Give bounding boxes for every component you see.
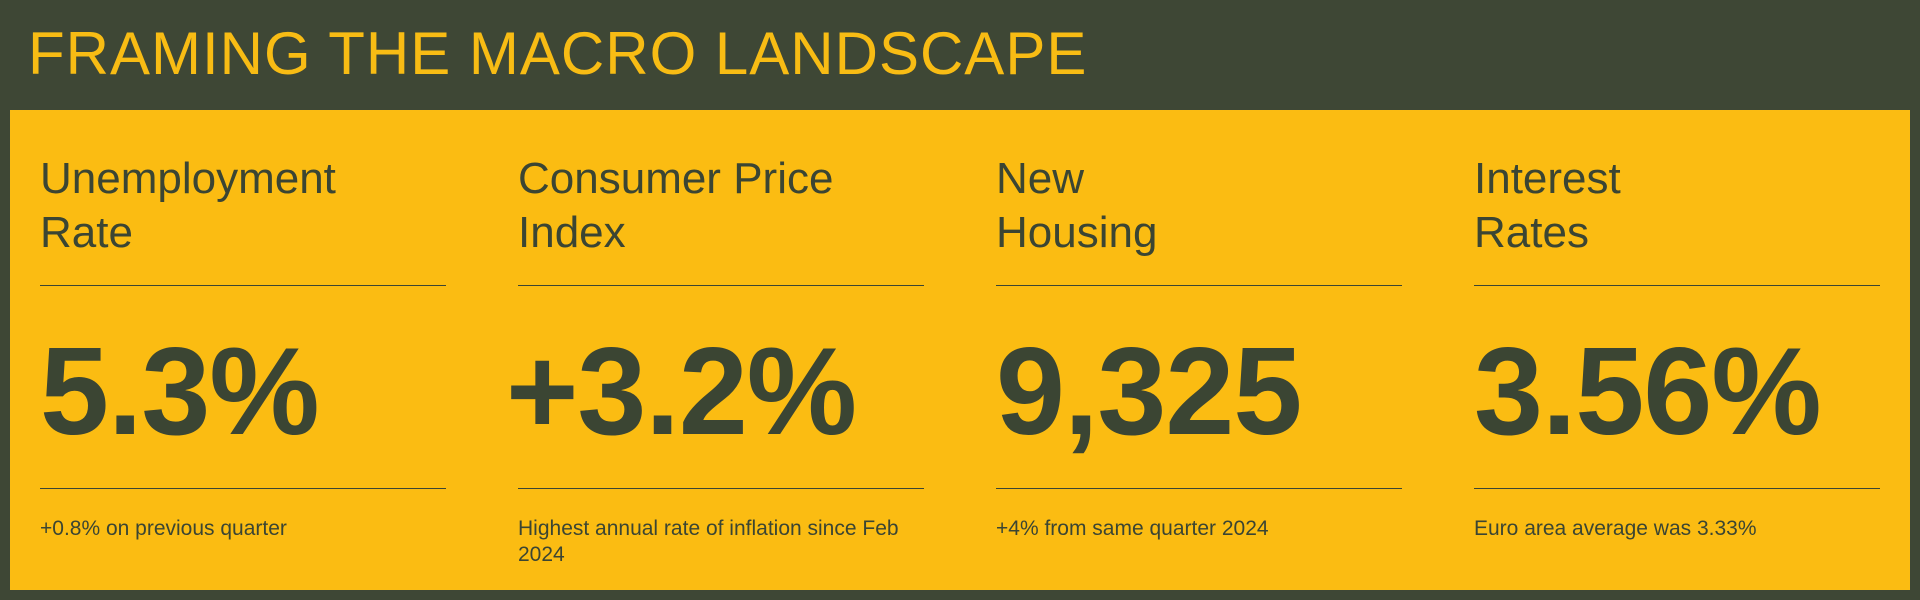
stat-value: 9,325 bbox=[996, 323, 1302, 461]
divider bbox=[40, 285, 446, 286]
page-title: FRAMING THE MACRO LANDSCAPE bbox=[28, 20, 1088, 87]
divider bbox=[996, 285, 1402, 286]
divider bbox=[996, 488, 1402, 489]
stat-note: +0.8% on previous quarter bbox=[40, 517, 287, 540]
stats-panel: Unemployment Rate 5.3% +0.8% on previous… bbox=[10, 110, 1910, 590]
divider bbox=[40, 488, 446, 489]
stat-value: 5.3% bbox=[40, 323, 320, 461]
divider bbox=[1474, 488, 1880, 489]
stat-consumer-price-index: Consumer Price Index +3.2% Highest annua… bbox=[506, 110, 924, 590]
stat-value: +3.2% bbox=[506, 323, 857, 461]
divider bbox=[1474, 285, 1880, 286]
stat-note: Highest annual rate of inflation since F… bbox=[518, 517, 899, 566]
stat-label: Consumer Price Index bbox=[518, 154, 834, 257]
stat-label: New Housing bbox=[996, 154, 1158, 257]
stat-unemployment-rate: Unemployment Rate 5.3% +0.8% on previous… bbox=[40, 110, 446, 590]
stat-label: Interest Rates bbox=[1474, 154, 1621, 257]
divider bbox=[518, 285, 924, 286]
stat-note: +4% from same quarter 2024 bbox=[996, 517, 1269, 540]
stat-interest-rates: Interest Rates 3.56% Euro area average w… bbox=[1474, 110, 1880, 590]
stat-new-housing: New Housing 9,325 +4% from same quarter … bbox=[996, 110, 1402, 590]
stat-note: Euro area average was 3.33% bbox=[1474, 517, 1757, 540]
divider bbox=[518, 488, 924, 489]
stat-value: 3.56% bbox=[1474, 323, 1822, 461]
stat-label: Unemployment Rate bbox=[40, 154, 336, 257]
